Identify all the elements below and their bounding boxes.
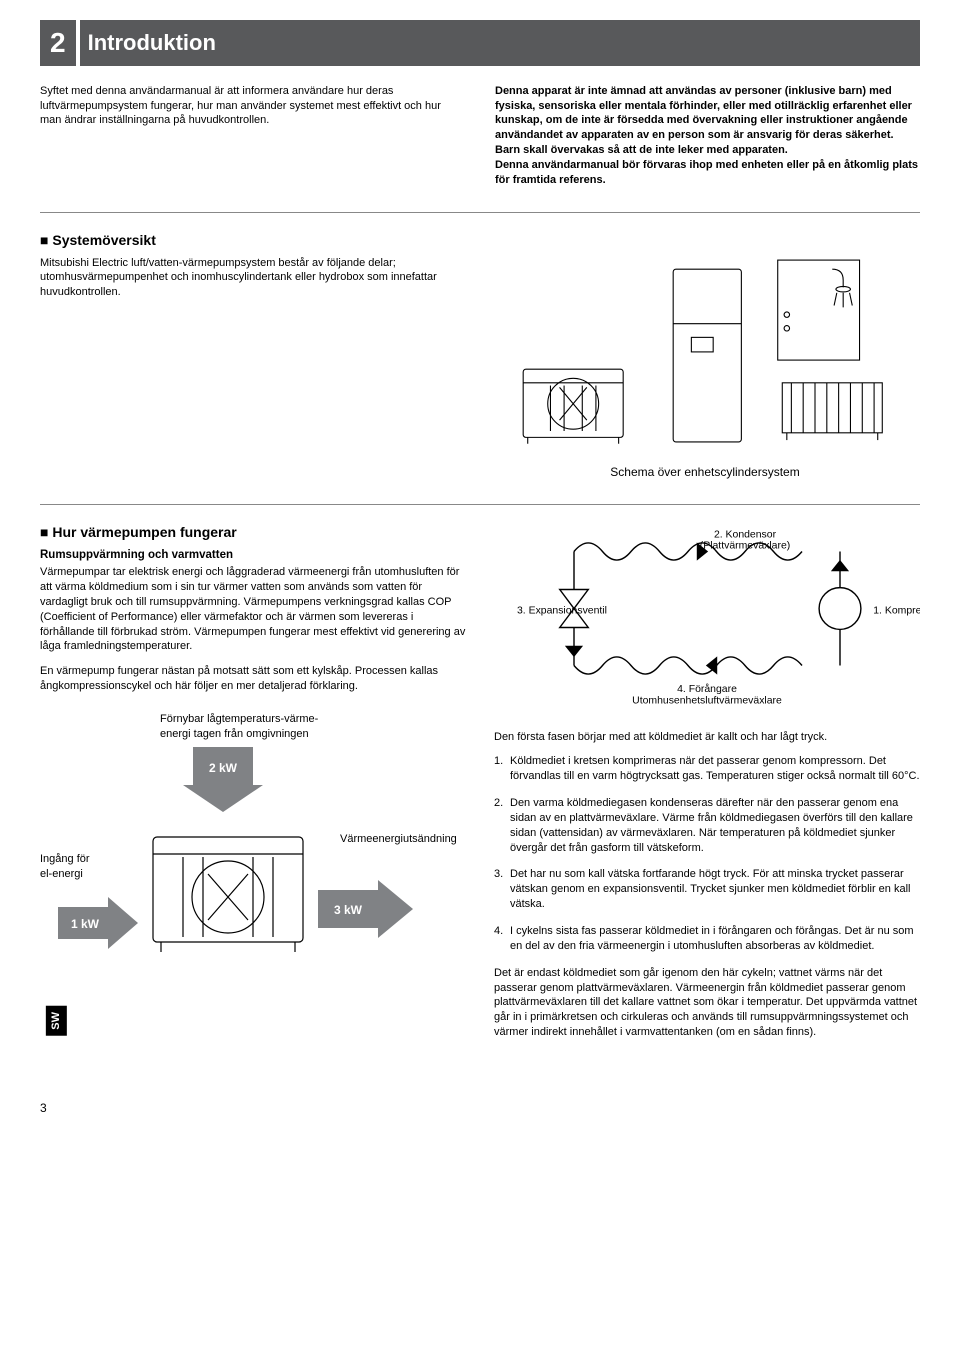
- divider: [40, 212, 920, 213]
- system-overview-row: Systemöversikt Mitsubishi Electric luft/…: [40, 231, 920, 480]
- step-text: Köldmediet i kretsen komprimeras när det…: [510, 754, 920, 784]
- how-works-p2: En värmepump fungerar nästan på motsatt …: [40, 664, 466, 694]
- system-overview-heading: Systemöversikt: [40, 231, 470, 250]
- section-header: 2 Introduktion: [40, 20, 920, 66]
- list-item: 1. Köldmediet i kretsen komprimeras när …: [494, 754, 920, 784]
- intro-right-text: Denna apparat är inte ämnad att användas…: [495, 84, 920, 188]
- energy-flow-diagram: Förnybar lågtemperaturs-värme- energi ta…: [40, 712, 466, 972]
- language-tab: SW: [46, 1006, 67, 1036]
- system-overview-text-col: Systemöversikt Mitsubishi Electric luft/…: [40, 231, 470, 480]
- cylinder-system-schematic-icon: [490, 251, 920, 451]
- step-text: I cykelns sista fas passerar köldmediet …: [510, 924, 920, 954]
- svg-text:(Plattvärmeväxlare): (Plattvärmeväxlare): [700, 540, 790, 551]
- cycle-label-1: 1. Kompressor: [873, 605, 920, 616]
- schema-caption: Schema över enhetscylindersystem: [490, 464, 920, 480]
- how-works-p1: Värmepumpar tar elektrisk energi och låg…: [40, 565, 466, 654]
- cycle-steps-list: 1. Köldmediet i kretsen komprimeras när …: [494, 754, 920, 953]
- cycle-label-4a: 4. Förångare: [677, 683, 737, 695]
- step-num: 3.: [494, 867, 510, 912]
- list-item: 4. I cykelns sista fas passerar köldmedi…: [494, 924, 920, 954]
- intro-left-text: Syftet med denna användarmanual är att i…: [40, 84, 465, 188]
- how-works-row: Hur värmepumpen fungerar Rumsuppvärmning…: [40, 523, 920, 1050]
- page-number: 3: [40, 1100, 920, 1116]
- intro-columns: Syftet med denna användarmanual är att i…: [40, 84, 920, 188]
- list-item: 2. Den varma köldmediegasen kondenseras …: [494, 796, 920, 855]
- section-title: Introduktion: [80, 20, 920, 66]
- energy-flow-svg-icon: 2 kW 1 kW: [40, 742, 466, 972]
- step-num: 4.: [494, 924, 510, 954]
- cycle-label-3: 3. Expansionsventil: [517, 605, 607, 616]
- closing-text: Det är endast köldmediet som går igenom …: [494, 966, 920, 1040]
- val-in-left: 1 kW: [71, 917, 100, 931]
- val-out: 3 kW: [334, 903, 363, 917]
- cycle-label-2: 2. Kondensor: [714, 529, 777, 540]
- first-phase-text: Den första fasen börjar med att köldmedi…: [494, 730, 920, 745]
- how-works-left-col: Hur värmepumpen fungerar Rumsuppvärmning…: [40, 523, 466, 1050]
- cycle-label-4b: Utomhusenhetsluftvärmeväxlare: [632, 695, 782, 706]
- system-overview-text: Mitsubishi Electric luft/vatten-värmepum…: [40, 256, 470, 301]
- section-number: 2: [40, 20, 76, 66]
- system-overview-diagram: Schema över enhetscylindersystem: [490, 251, 920, 480]
- step-num: 2.: [494, 796, 510, 855]
- step-num: 1.: [494, 754, 510, 784]
- how-works-subheading: Rumsuppvärmning och varmvatten: [40, 548, 466, 564]
- refrigeration-cycle-icon: 2. Kondensor (Plattvärmeväxlare) 1. Komp…: [494, 523, 920, 713]
- val-in-top: 2 kW: [209, 761, 238, 775]
- step-text: Det har nu som kall vätska fortfarande h…: [510, 867, 920, 912]
- step-text: Den varma köldmediegasen kondenseras där…: [510, 796, 920, 855]
- how-works-heading: Hur värmepumpen fungerar: [40, 523, 466, 542]
- list-item: 3. Det har nu som kall vätska fortfarand…: [494, 867, 920, 912]
- how-works-right-col: 2. Kondensor (Plattvärmeväxlare) 1. Komp…: [494, 523, 920, 1050]
- divider: [40, 504, 920, 505]
- renewable-energy-label: Förnybar lågtemperaturs-värme- energi ta…: [160, 712, 340, 742]
